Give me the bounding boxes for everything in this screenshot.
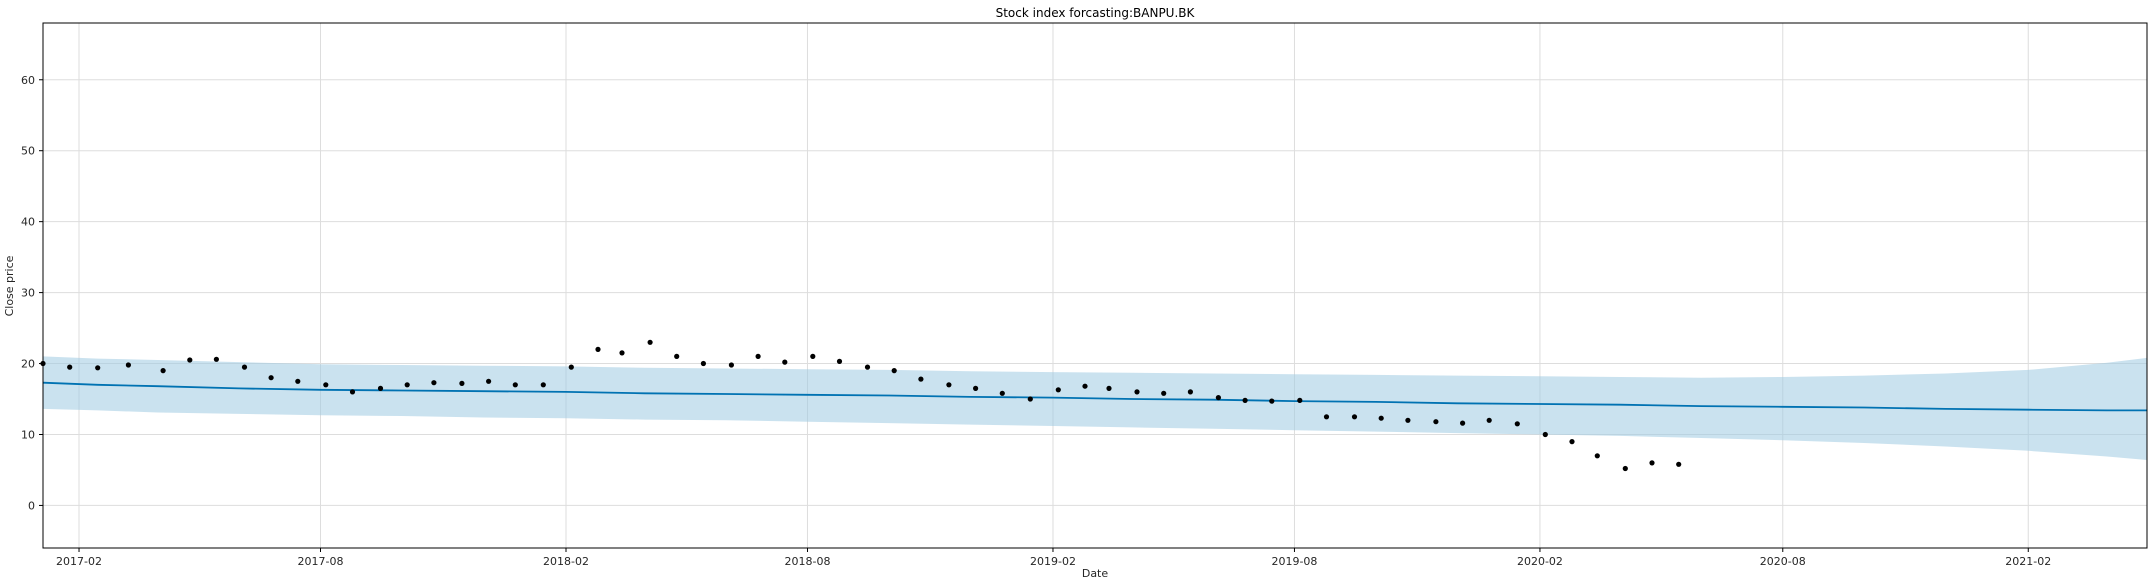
observed-point [700,360,707,367]
chart-title: Stock index forcasting:BANPU.BK [996,6,1196,20]
observed-point [295,378,301,384]
observed-point [1378,415,1384,421]
observed-point [647,339,653,345]
observed-point [67,364,73,370]
observed-point [755,353,761,359]
observed-point [1542,431,1548,438]
observed-point [1622,465,1628,472]
observed-point [1297,397,1303,403]
observed-point [349,389,356,395]
observed-point [674,353,680,359]
x-tick-label: 2018-08 [785,555,831,568]
observed-point [1269,398,1275,404]
observed-point [323,382,329,388]
plot-frame [42,22,2148,549]
x-tick-label: 2021-02 [2005,555,2051,568]
axis-ticks: 2017-02 2017-08 2018-02 2018-08 2019-02 2019-… [21,74,2051,568]
x-tick-label: 2019-02 [1030,555,1076,568]
observed-point [404,382,410,388]
observed-point [1082,383,1088,389]
observed-point [486,378,492,384]
y-tick-label: 40 [21,216,35,229]
observed-point [540,382,546,388]
observed-point [891,368,897,374]
y-tick-label: 30 [21,287,35,300]
y-tick-label: 10 [21,428,35,441]
observed-point [1027,396,1033,402]
y-tick-label: 60 [21,74,35,87]
observed-point [568,364,574,370]
observed-point [946,382,952,388]
x-tick-label: 2020-08 [1760,555,1806,568]
plot-background [43,23,2147,548]
observed-point [1594,453,1600,459]
uncertainty-band-area [43,356,2147,460]
observed-point [1242,397,1248,403]
observed-points [40,339,1682,472]
observed-point [1187,389,1193,395]
observed-point [1433,419,1439,425]
observed-point [595,346,601,352]
observed-point [160,368,166,374]
observed-point [728,362,735,368]
observed-point [95,365,101,371]
observed-point [1215,395,1221,401]
observed-point [241,364,248,370]
observed-point [125,362,131,368]
observed-point [187,357,193,363]
observed-point [1569,439,1575,445]
observed-point [1323,414,1330,420]
observed-point [1134,389,1140,395]
y-axis-title: Close price [3,255,16,316]
x-tick-label: 2017-02 [56,555,102,568]
observed-point [619,350,625,356]
grid-lines [43,23,2147,548]
observed-point [1405,417,1411,423]
observed-point [512,382,518,388]
observed-point [864,364,871,370]
y-tick-label: 0 [28,499,35,512]
observed-point [973,385,979,391]
observed-point [810,353,816,359]
observed-point [1106,385,1112,391]
x-tick-label: 2020-02 [1517,555,1563,568]
observed-point [1161,390,1167,396]
observed-point [431,380,437,386]
observed-point [459,380,465,386]
x-tick-label: 2018-02 [543,555,589,568]
observed-point [836,358,843,364]
observed-point [1676,461,1682,467]
observed-point [1486,417,1492,423]
observed-point [782,359,788,365]
y-tick-label: 50 [21,145,35,158]
observed-point [268,375,274,381]
observed-point [999,390,1005,396]
observed-point [1055,387,1061,393]
x-axis-title: Date [1082,567,1109,580]
x-tick-label: 2017-08 [298,555,344,568]
observed-point [1460,420,1466,426]
observed-point [1514,421,1520,427]
observed-point [1351,414,1358,420]
observed-point [213,356,219,362]
forecast-line-path [42,381,2147,412]
observed-point [1649,460,1655,466]
y-tick-label: 20 [21,358,35,371]
x-tick-label: 2019-08 [1271,555,1317,568]
observed-point [918,376,924,382]
observed-point [377,385,384,391]
uncertainty-band [43,356,2147,460]
forecast-line [42,381,2147,412]
